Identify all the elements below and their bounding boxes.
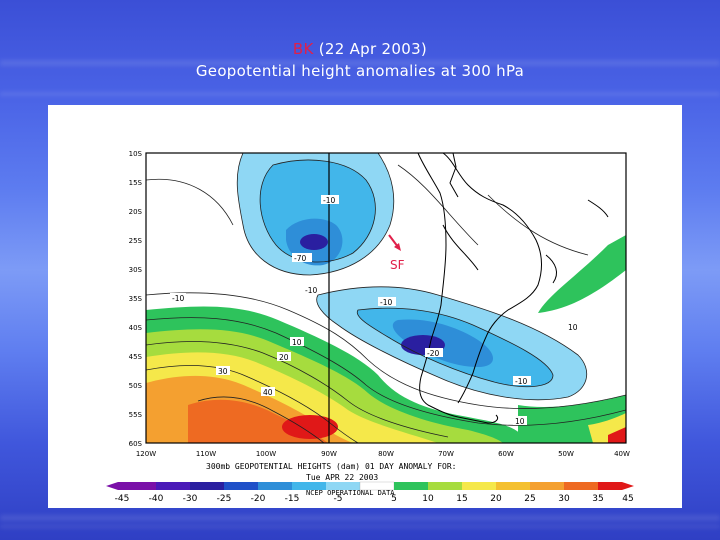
lon-label: 80W xyxy=(378,450,394,458)
map-frame xyxy=(145,152,627,444)
lon-label: 90W xyxy=(321,450,337,458)
colorbar-swatch xyxy=(190,482,224,490)
colorbar-swatch xyxy=(428,482,462,490)
colorbar-tick: 10 xyxy=(422,494,434,504)
lat-label: 55S xyxy=(129,411,143,419)
colorbar-tick: -15 xyxy=(285,494,300,504)
contour-label: 20 xyxy=(279,353,289,362)
contour-label: 40 xyxy=(263,388,273,397)
colorbar-tick: -5 xyxy=(334,494,343,504)
colorbar-arrow-left xyxy=(106,482,118,490)
colorbar-swatch xyxy=(292,482,326,490)
lon-label: 110W xyxy=(196,450,216,458)
colorbar-tick: 35 xyxy=(592,494,603,504)
colorbar-tick: 30 xyxy=(558,494,570,504)
lat-label: 40S xyxy=(129,324,143,332)
lat-label: 30S xyxy=(129,266,143,274)
lat-axis: 10S 15S 20S 25S 30S 35S 40S 45S 50S 55S … xyxy=(129,150,143,448)
caption-line-2: Tue APR 22 2003 xyxy=(306,473,378,482)
lon-label: 120W xyxy=(136,450,156,458)
contour-label: 30 xyxy=(218,367,228,376)
source-label: NCEP OPERATIONAL DATA xyxy=(306,489,395,497)
colorbar-tick: 25 xyxy=(524,494,535,504)
caption-line-1: 300mb GEOPOTENTIAL HEIGHTS (dam) 01 DAY … xyxy=(206,462,456,471)
sf-arrowhead xyxy=(394,243,401,251)
coastline xyxy=(417,152,609,424)
colorbar-arrow-right xyxy=(622,482,634,490)
contour-label: 10 xyxy=(292,338,302,347)
colorbar-tick: -45 xyxy=(115,494,130,504)
sf-label: SF xyxy=(390,258,405,272)
colorbar-swatch xyxy=(326,482,360,490)
lat-label: 10S xyxy=(129,150,143,158)
anomaly-map: 10S 15S 20S 25S 30S 35S 40S 45S 50S 55S … xyxy=(106,150,634,504)
colorbar-swatch xyxy=(598,482,622,490)
lon-label: 50W xyxy=(558,450,574,458)
colorbar-tick: -25 xyxy=(217,494,232,504)
colorbar-ticks: -45 -40 -30 -25 -20 -15 -5 5 10 15 20 25… xyxy=(115,494,634,504)
contour-value-labels: -10 -70 -10 -10 -10 -20 -10 10 20 30 40 … xyxy=(170,195,580,426)
colorbar-tick: -30 xyxy=(183,494,198,504)
contour-label: -20 xyxy=(427,349,439,358)
colorbar-tick: 5 xyxy=(391,494,397,504)
contour-label: -10 xyxy=(323,196,335,205)
contour-label: 10 xyxy=(568,323,578,332)
colorbar-swatch xyxy=(224,482,258,490)
lon-axis: 120W 110W 100W 90W 80W 70W 60W 50W 40W xyxy=(136,450,630,458)
map-caption: 300mb GEOPOTENTIAL HEIGHTS (dam) 01 DAY … xyxy=(206,462,456,482)
contour-label: -10 xyxy=(380,298,392,307)
lat-label: 15S xyxy=(129,179,143,187)
case-date: (22 Apr 2003) xyxy=(318,40,428,58)
anomaly-min-north xyxy=(300,234,328,250)
contour-label: -10 xyxy=(305,286,317,295)
colorbar-swatch xyxy=(118,482,156,490)
case-code: BK xyxy=(292,40,314,58)
lat-label: 25S xyxy=(129,237,143,245)
lat-label: 45S xyxy=(129,353,143,361)
contour-label: -10 xyxy=(515,377,527,386)
colorbar-tick: -40 xyxy=(149,494,164,504)
colorbar-swatch xyxy=(530,482,564,490)
anomaly-band-red-se xyxy=(608,427,626,443)
slide-title: BK (22 Apr 2003) Geopotential height ano… xyxy=(0,38,720,82)
map-panel: 10S 15S 20S 25S 30S 35S 40S 45S 50S 55S … xyxy=(48,105,682,508)
colorbar-tick: -20 xyxy=(251,494,266,504)
contour-label: -70 xyxy=(294,254,306,263)
sf-marker: SF xyxy=(388,234,405,272)
contour-label: 10 xyxy=(515,417,525,426)
colorbar-swatch xyxy=(564,482,598,490)
lat-label: 20S xyxy=(129,208,143,216)
colorbar-swatch xyxy=(394,482,428,490)
lon-label: 40W xyxy=(614,450,630,458)
colorbar-tick: 45 xyxy=(622,494,633,504)
lon-label: 70W xyxy=(438,450,454,458)
colorbar-tick: 15 xyxy=(456,494,467,504)
colorbar-swatch xyxy=(156,482,190,490)
lat-label: 35S xyxy=(129,295,143,303)
slide-subtitle: Geopotential height anomalies at 300 hPa xyxy=(195,62,525,80)
lon-label: 100W xyxy=(256,450,276,458)
contour-lines xyxy=(146,153,626,443)
colorbar-swatch xyxy=(496,482,530,490)
colorbar-swatch xyxy=(462,482,496,490)
lon-label: 60W xyxy=(498,450,514,458)
lat-label: 50S xyxy=(129,382,143,390)
lat-label: 60S xyxy=(129,440,143,448)
colorbar-tick: 20 xyxy=(490,494,502,504)
anomaly-band-green-east xyxy=(538,235,626,313)
contour-label: -10 xyxy=(172,294,184,303)
anomaly-max-red xyxy=(282,415,338,439)
colorbar-swatch xyxy=(258,482,292,490)
colorbar xyxy=(106,481,634,491)
